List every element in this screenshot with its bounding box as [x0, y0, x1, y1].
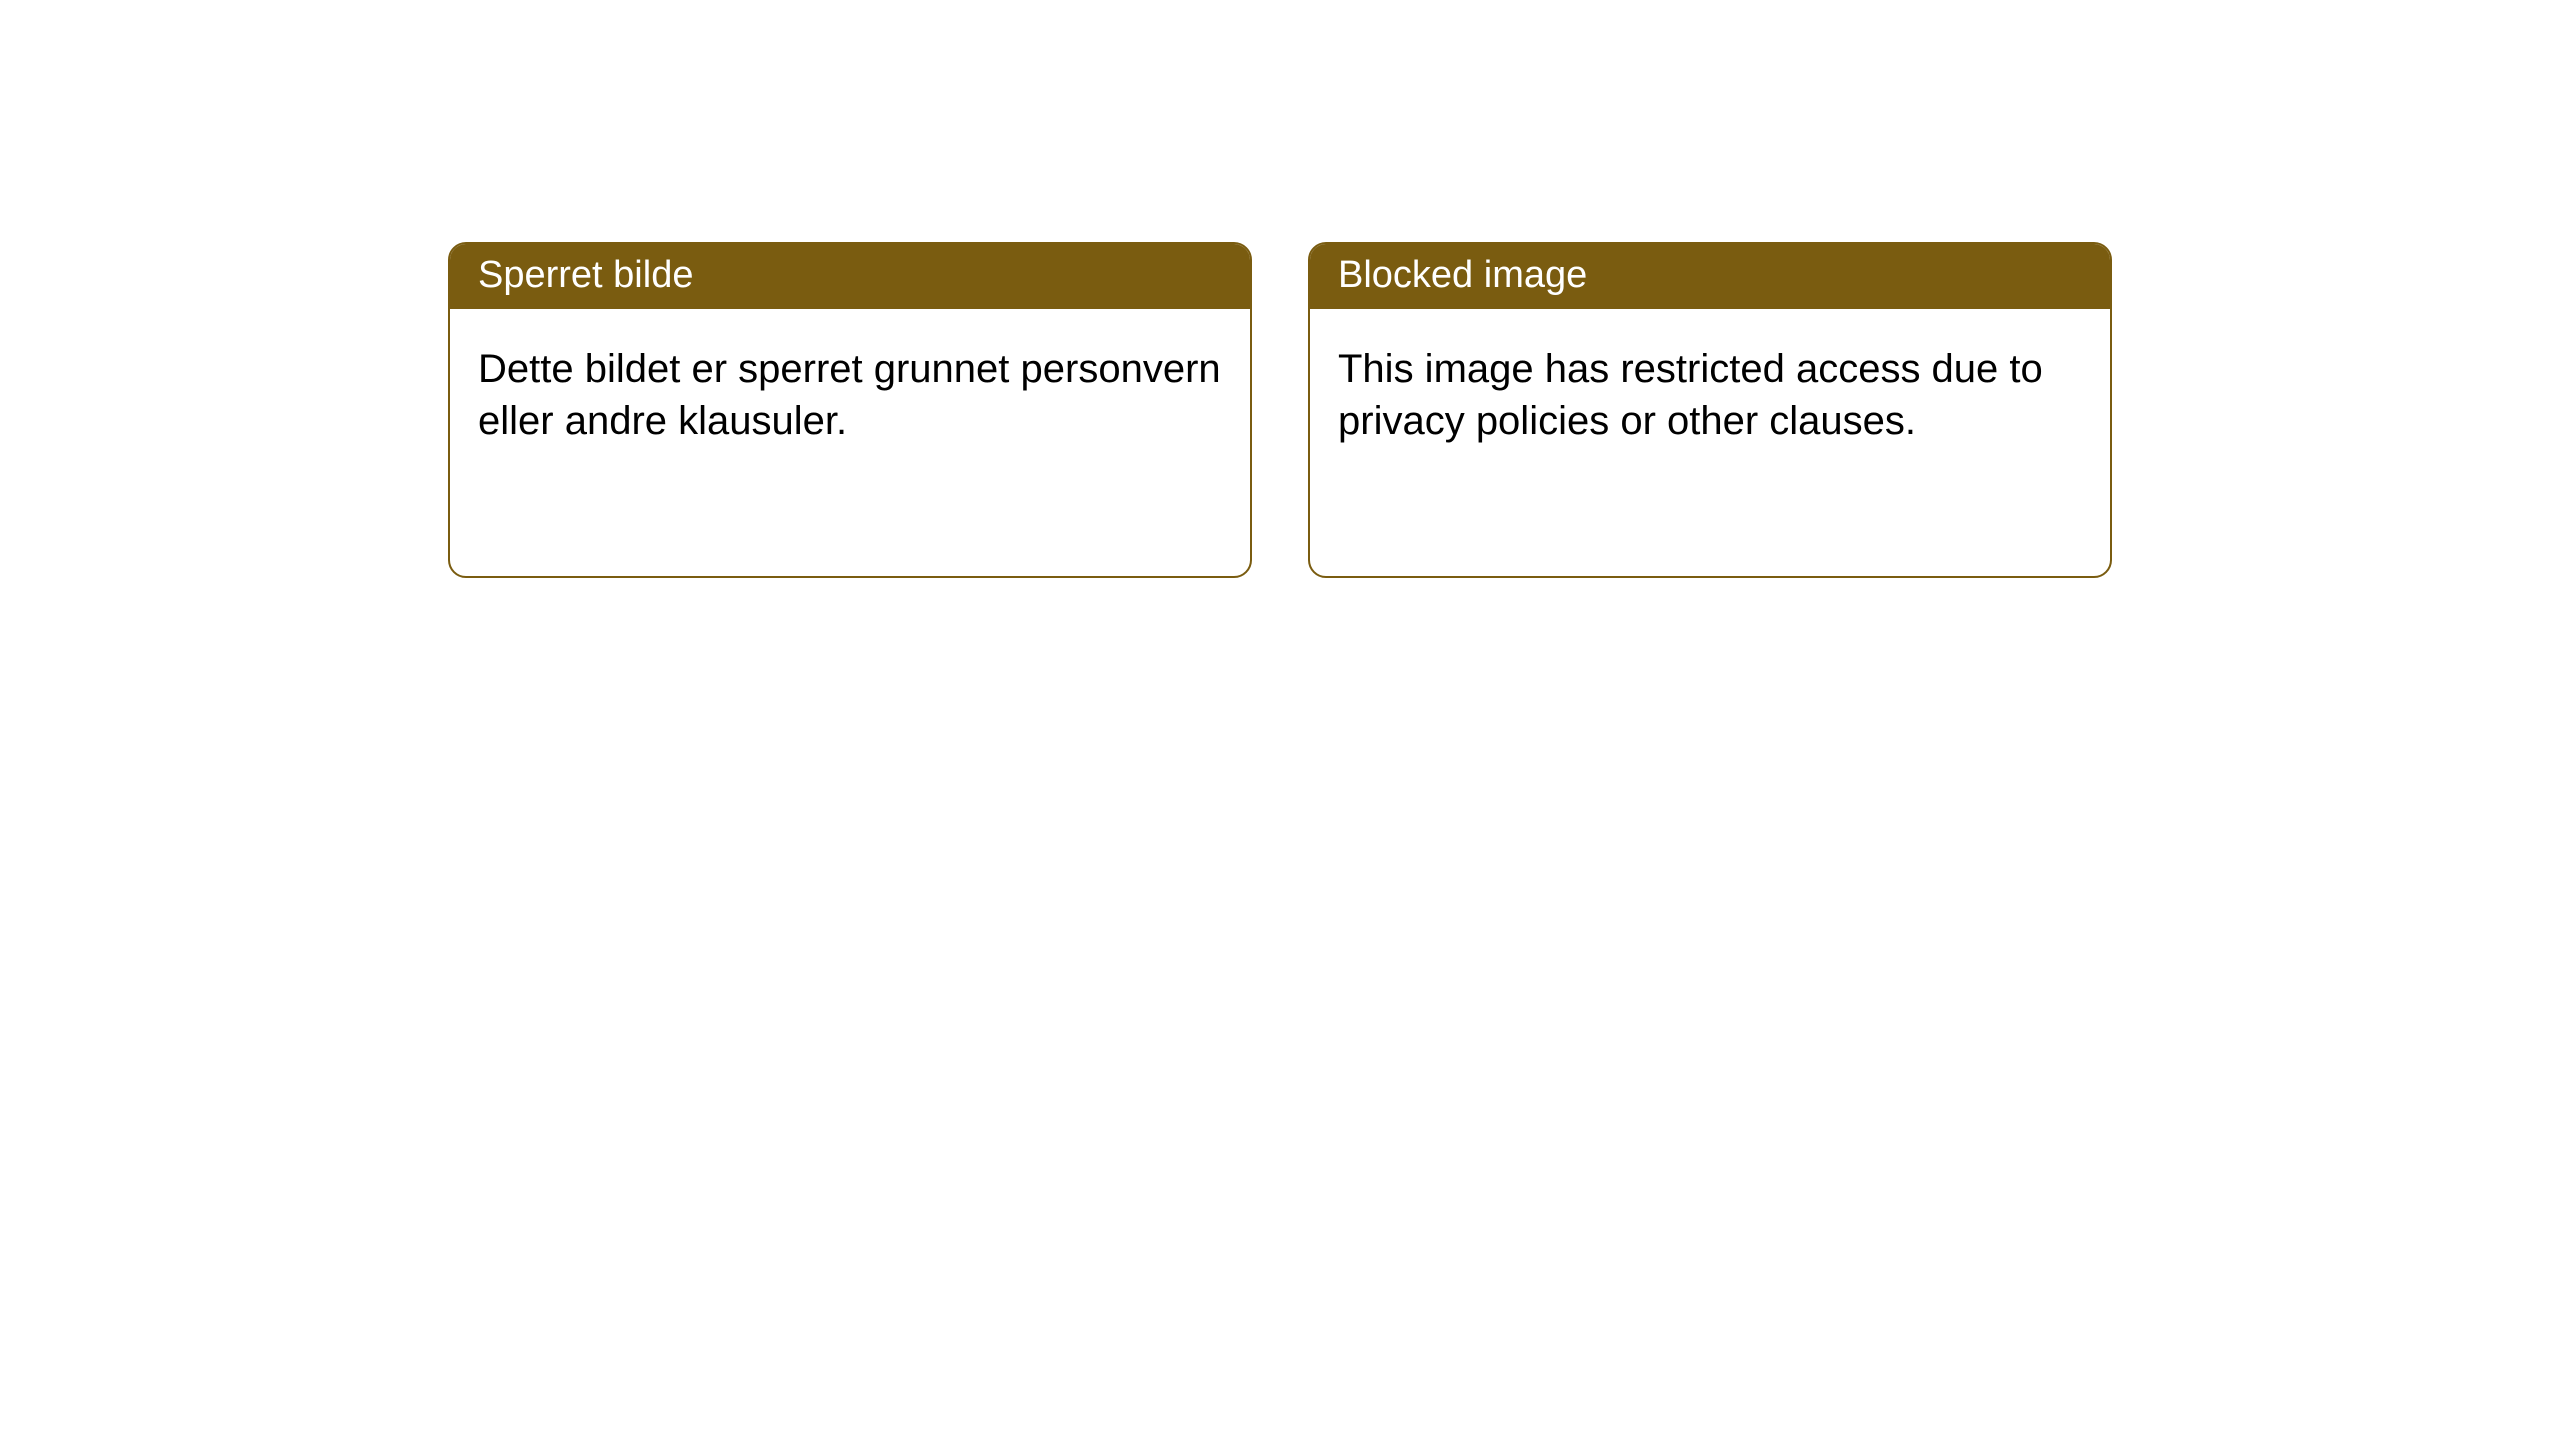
- card-body-text: Dette bildet er sperret grunnet personve…: [478, 347, 1221, 443]
- cards-container: Sperret bilde Dette bildet er sperret gr…: [448, 242, 2560, 578]
- card-body: This image has restricted access due to …: [1310, 309, 2110, 481]
- card-title: Blocked image: [1338, 254, 1587, 296]
- card-title: Sperret bilde: [478, 254, 693, 296]
- card-norwegian: Sperret bilde Dette bildet er sperret gr…: [448, 242, 1252, 578]
- card-body-text: This image has restricted access due to …: [1338, 347, 2043, 443]
- card-header: Sperret bilde: [450, 244, 1250, 309]
- card-body: Dette bildet er sperret grunnet personve…: [450, 309, 1250, 481]
- card-english: Blocked image This image has restricted …: [1308, 242, 2112, 578]
- card-header: Blocked image: [1310, 244, 2110, 309]
